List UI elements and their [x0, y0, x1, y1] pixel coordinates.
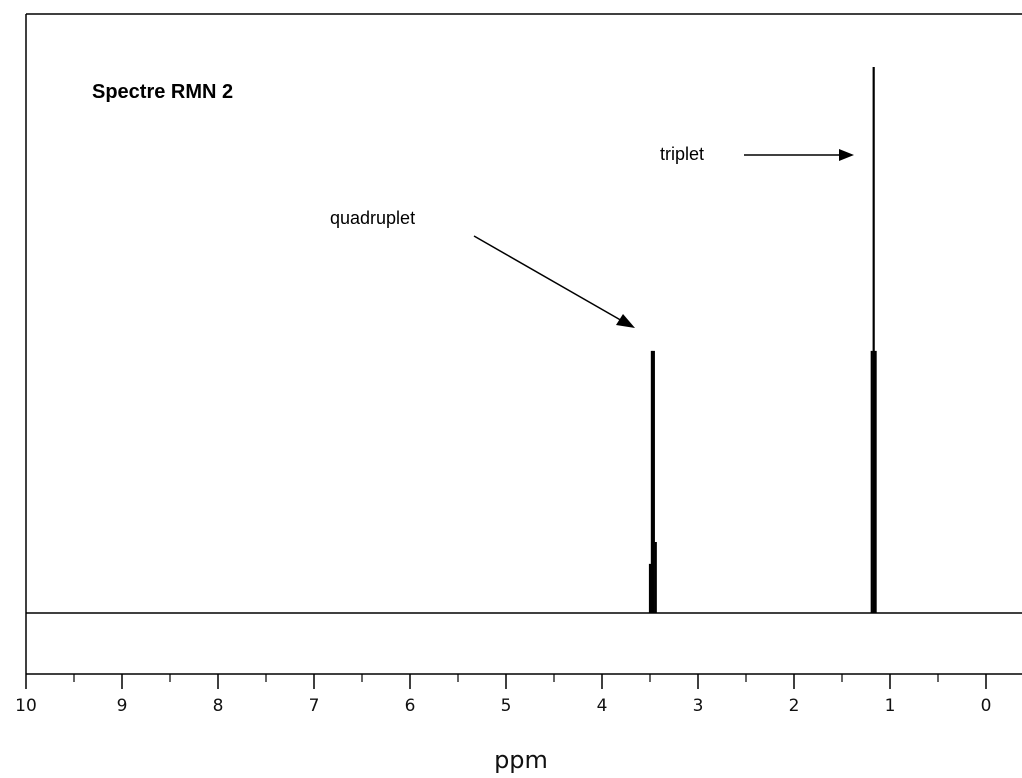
chart-title: Spectre RMN 2	[92, 81, 233, 103]
x-tick-label-2: 2	[789, 696, 800, 716]
x-tick-label-4: 4	[597, 696, 608, 716]
x-tick-label-0: 0	[981, 696, 992, 716]
x-tick-label-5: 5	[501, 696, 512, 716]
quadruplet-label: quadruplet	[330, 208, 415, 228]
x-tick-label-1: 1	[885, 696, 896, 716]
quadruplet-arrow-head	[616, 314, 635, 328]
triplet-label: triplet	[660, 144, 704, 164]
x-tick-label-9: 9	[117, 696, 128, 716]
triplet-arrow-head	[839, 149, 854, 161]
x-tick-label-7: 7	[309, 696, 320, 716]
x-axis-ticks: 10 9 8 7 6 5 4 3 2 1 0	[15, 674, 991, 716]
x-tick-label-6: 6	[405, 696, 416, 716]
x-tick-label-10: 10	[15, 696, 37, 716]
spectrum-peaks	[648, 67, 877, 613]
x-tick-label-3: 3	[693, 696, 704, 716]
x-tick-label-8: 8	[213, 696, 224, 716]
triplet-annotation: triplet	[660, 144, 854, 164]
quadruplet-arrow-shaft	[473, 235, 625, 323]
x-axis-title: ppm	[494, 746, 548, 774]
quadruplet-annotation: quadruplet	[330, 208, 635, 328]
